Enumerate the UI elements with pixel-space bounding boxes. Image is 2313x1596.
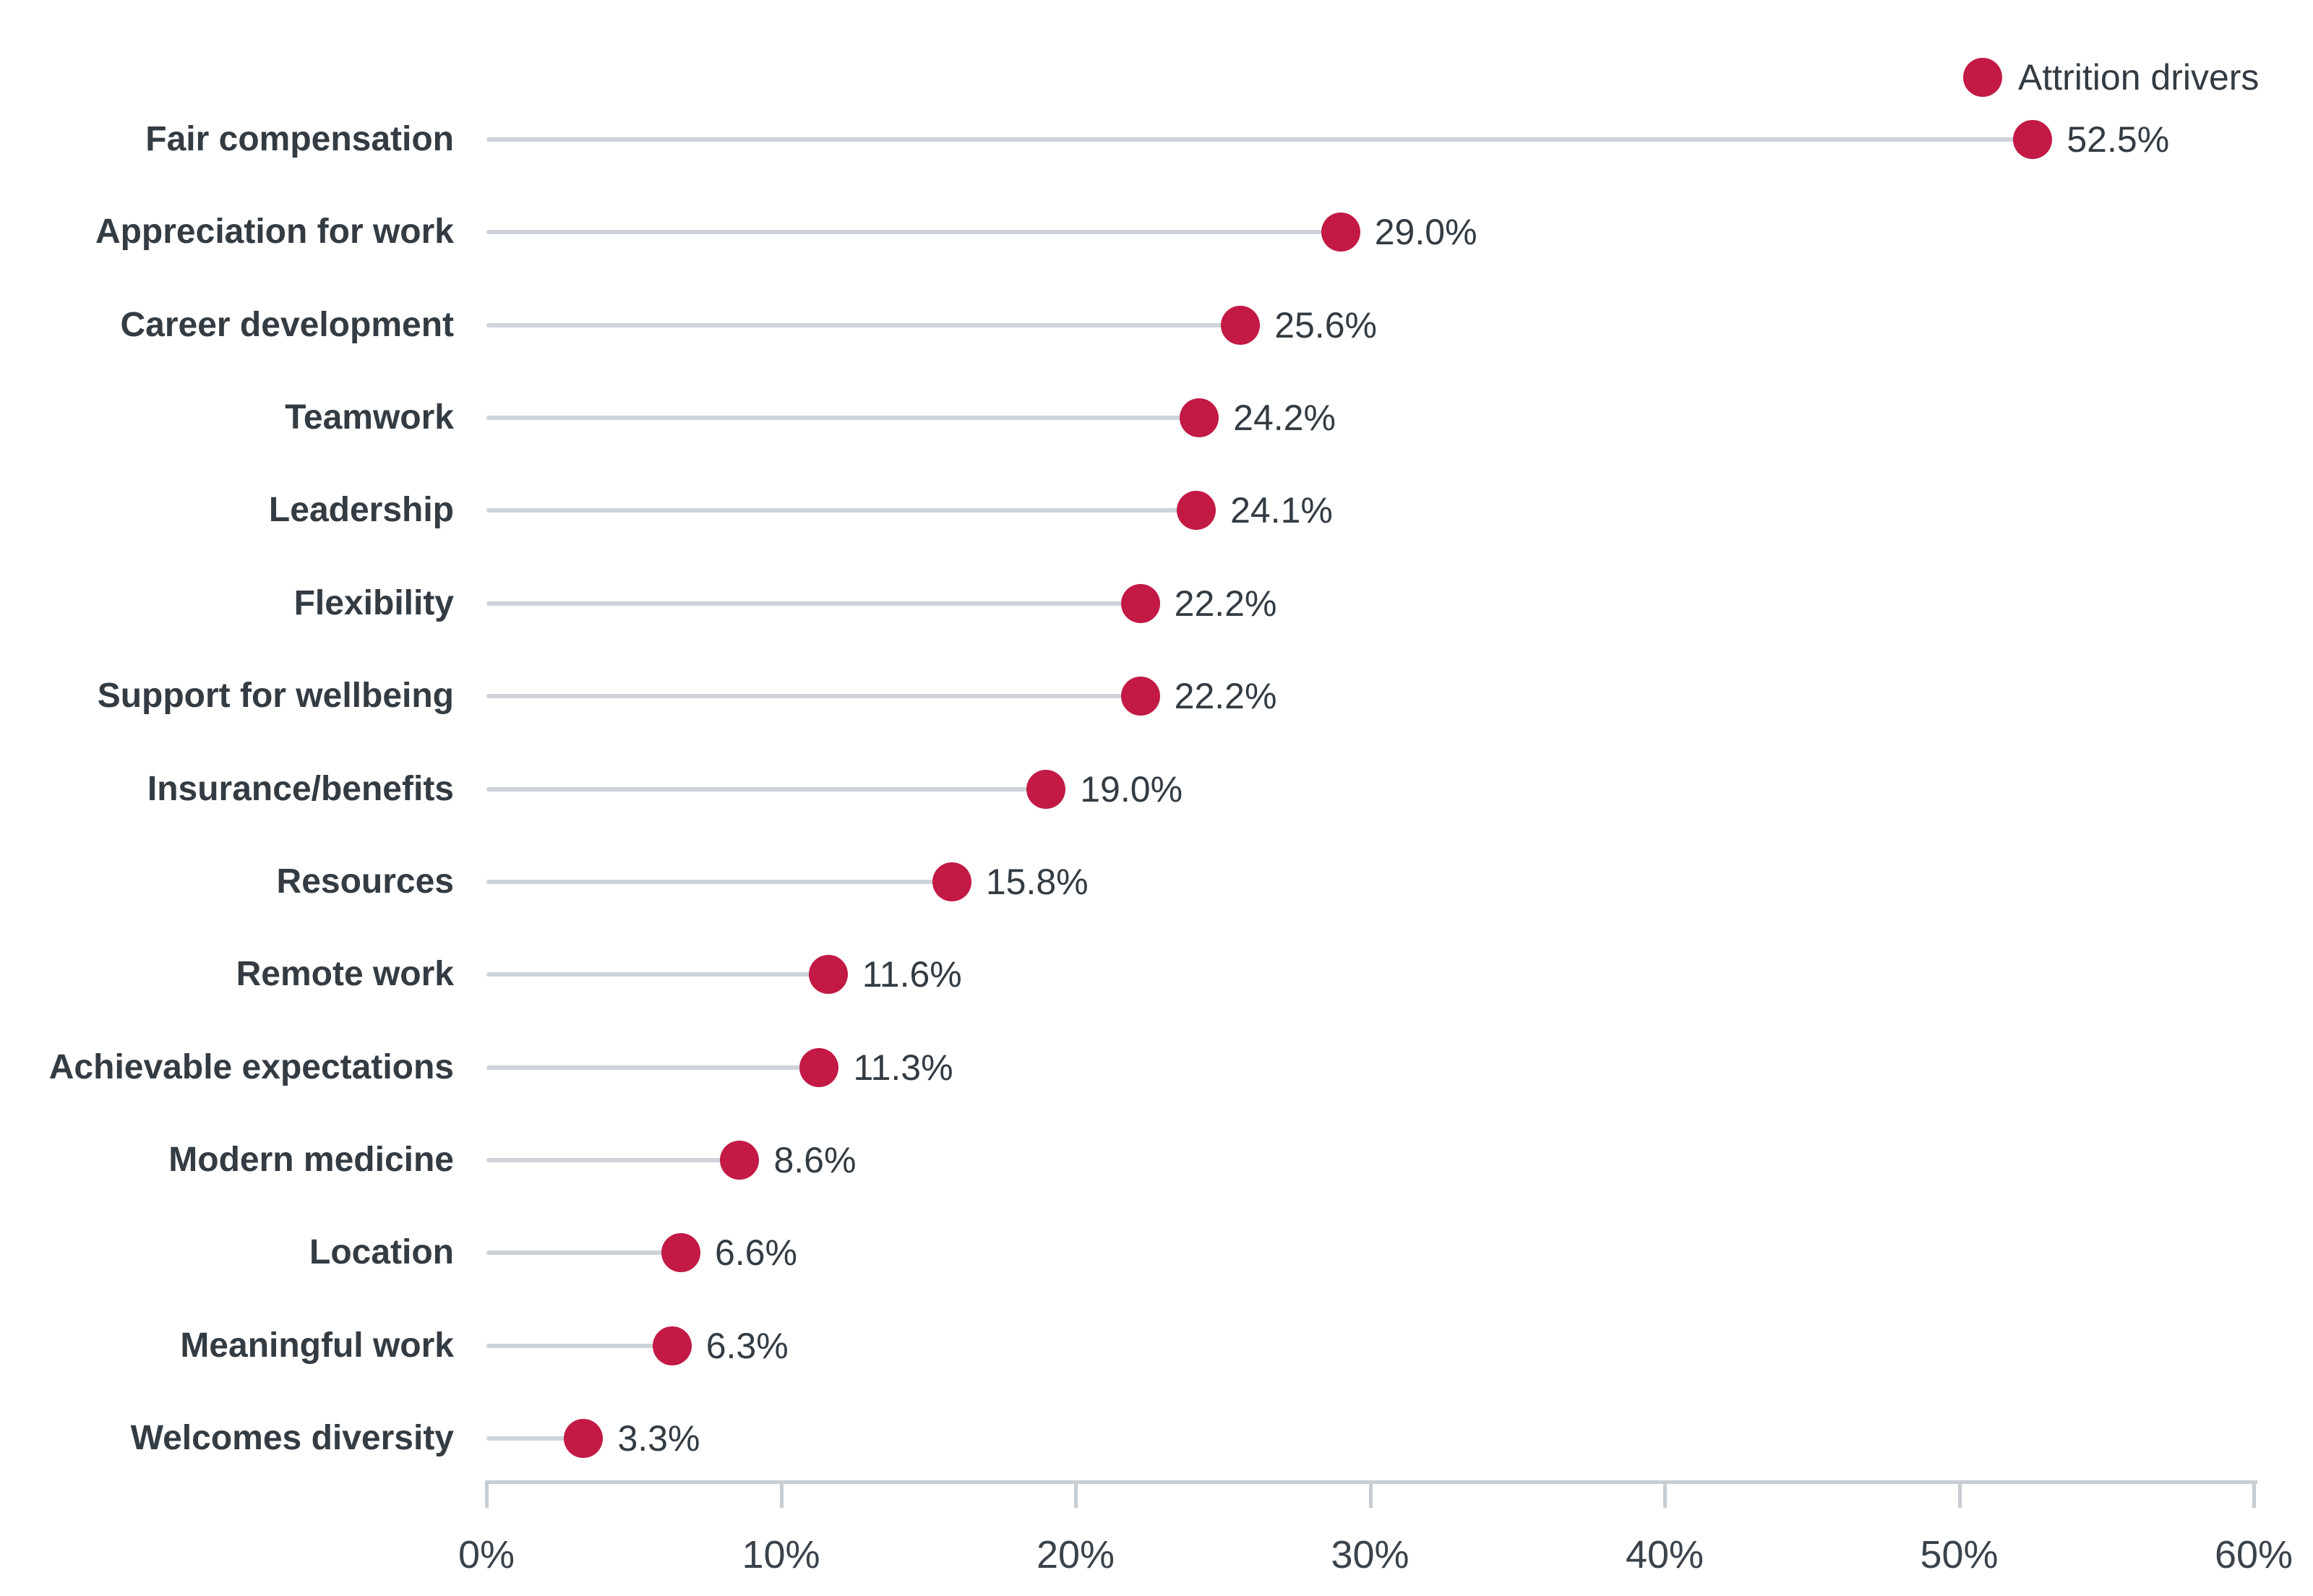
category-label: Remote work — [236, 955, 454, 994]
value-label: 24.2% — [1233, 398, 1336, 439]
x-axis-tick-mark — [485, 1480, 489, 1508]
stem-line — [486, 786, 1047, 791]
x-axis-tick-mark — [1368, 1480, 1373, 1508]
stem-line — [486, 508, 1197, 513]
data-point-dot — [808, 955, 848, 995]
stem-line — [486, 879, 952, 884]
category-label: Welcomes diversity — [130, 1419, 454, 1458]
category-label: Insurance/benefits — [147, 769, 454, 808]
value-label: 24.1% — [1230, 490, 1333, 531]
data-point-dot — [1177, 491, 1216, 531]
x-axis-tick-label: 30% — [1331, 1533, 1409, 1576]
stem-line — [486, 972, 828, 977]
x-axis-tick-label: 0% — [458, 1533, 515, 1576]
stem-line — [486, 1065, 820, 1070]
data-point-dot — [720, 1140, 760, 1180]
data-point-dot — [1221, 305, 1261, 345]
stem-line — [486, 322, 1241, 327]
legend-marker-icon — [1963, 58, 2002, 97]
value-label: 19.0% — [1080, 768, 1183, 810]
category-label: Modern medicine — [168, 1140, 454, 1179]
value-label: 6.6% — [714, 1232, 797, 1274]
stem-line — [486, 1343, 672, 1348]
data-point-dot — [564, 1419, 604, 1459]
category-label: Achievable expectations — [48, 1047, 454, 1086]
category-label: Flexibility — [293, 583, 454, 622]
category-label: Meaningful work — [180, 1326, 454, 1365]
stem-line — [486, 1250, 681, 1256]
category-label: Appreciation for work — [95, 213, 454, 252]
value-label: 52.5% — [2067, 119, 2170, 160]
data-point-dot — [1321, 213, 1360, 252]
stem-line — [486, 416, 1200, 421]
value-label: 25.6% — [1274, 304, 1377, 346]
legend-label: Attrition drivers — [2018, 57, 2260, 98]
value-label: 15.8% — [985, 861, 1089, 902]
data-point-dot — [661, 1233, 700, 1273]
value-label: 6.3% — [705, 1325, 789, 1366]
x-axis-tick-mark — [1074, 1480, 1078, 1508]
data-point-dot — [932, 862, 971, 901]
x-axis-tick-mark — [2252, 1480, 2256, 1508]
x-axis-tick-label: 40% — [1625, 1533, 1704, 1576]
category-label: Support for wellbeing — [97, 677, 454, 716]
x-axis-tick-label: 20% — [1036, 1533, 1115, 1576]
data-point-dot — [799, 1047, 839, 1087]
stem-line — [486, 137, 2033, 142]
data-point-dot — [1180, 398, 1219, 438]
category-label: Resources — [276, 862, 454, 901]
x-axis-tick-label: 50% — [1920, 1533, 1999, 1576]
value-label: 8.6% — [773, 1139, 857, 1180]
x-axis-tick-label: 10% — [742, 1533, 820, 1576]
stem-line — [486, 694, 1141, 699]
data-point-dot — [1026, 769, 1066, 809]
category-label: Leadership — [268, 491, 454, 530]
stem-line — [486, 1436, 584, 1441]
category-label: Career development — [120, 305, 454, 344]
x-axis-tick-mark — [1957, 1480, 1962, 1508]
value-label: 22.2% — [1174, 583, 1277, 624]
value-label: 3.3% — [617, 1418, 700, 1459]
stem-line — [486, 1157, 740, 1162]
data-point-dot — [1120, 677, 1160, 716]
data-point-dot — [652, 1326, 692, 1365]
value-label: 11.3% — [853, 1047, 953, 1088]
category-label: Fair compensation — [145, 120, 454, 158]
data-point-dot — [2013, 120, 2053, 159]
data-point-dot — [1120, 583, 1160, 623]
stem-line — [486, 601, 1141, 606]
x-axis-tick-mark — [1663, 1480, 1667, 1508]
x-axis-tick-mark — [779, 1480, 784, 1508]
value-label: 22.2% — [1174, 676, 1277, 717]
category-label: Location — [309, 1233, 454, 1272]
value-label: 29.0% — [1374, 212, 1477, 253]
category-label: Teamwork — [285, 398, 454, 437]
value-label: 11.6% — [862, 954, 962, 995]
stem-line — [486, 230, 1341, 235]
x-axis-tick-label: 60% — [2214, 1533, 2293, 1576]
